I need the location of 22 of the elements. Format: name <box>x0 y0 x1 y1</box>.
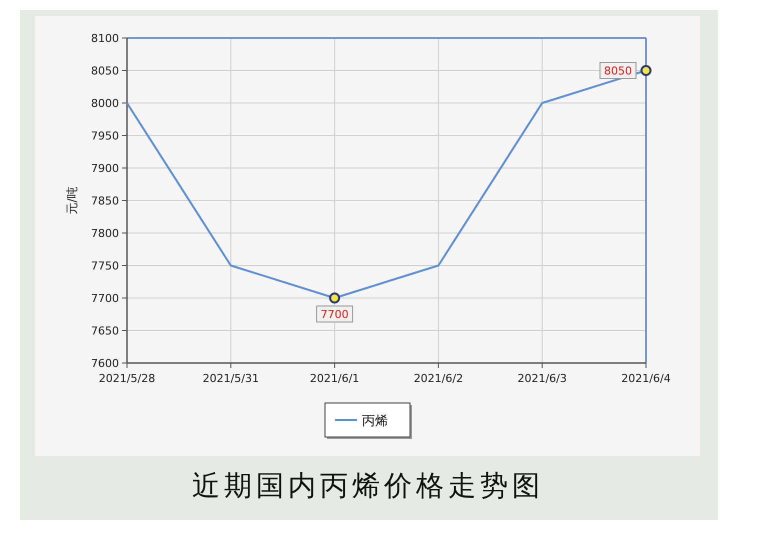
x-tick-label: 2021/5/28 <box>98 372 156 385</box>
x-tick-label: 2021/5/31 <box>202 372 260 385</box>
x-tick-label: 2021/6/1 <box>310 372 360 385</box>
y-tick-label: 7750 <box>91 260 119 272</box>
y-tick-label: 7950 <box>91 130 119 142</box>
y-tick-label: 7650 <box>91 324 119 338</box>
y-tick-label: 8000 <box>91 97 119 110</box>
legend-label: 丙烯 <box>362 414 388 429</box>
y-tick-label: 7850 <box>91 194 119 208</box>
text: 近期国内丙烯价格走势图 <box>192 469 544 502</box>
data-label: 7700 <box>320 308 349 321</box>
y-tick-label: 7700 <box>91 292 119 305</box>
y-tick-label: 8100 <box>91 32 119 45</box>
y-axis-title: 元/吨 <box>65 186 79 215</box>
x-tick-label: 2021/6/2 <box>414 372 464 385</box>
data-label: 8050 <box>604 64 632 78</box>
y-tick-label: 7800 <box>91 227 119 240</box>
x-tick-label: 2021/6/4 <box>621 372 671 385</box>
x-tick-label: 2021/6/3 <box>517 372 567 385</box>
y-tick-label: 7600 <box>91 357 119 370</box>
y-tick-label: 7900 <box>91 162 119 175</box>
y-tick-label: 8050 <box>91 64 119 78</box>
